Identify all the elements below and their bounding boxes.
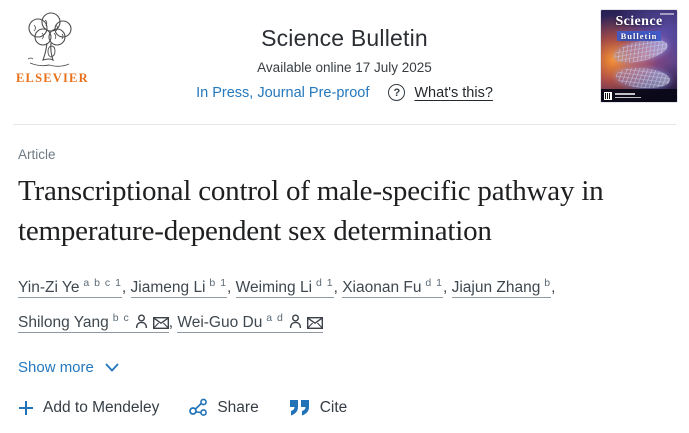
in-press-link[interactable]: In Press, Journal Pre-proof (196, 84, 370, 101)
cite-button[interactable]: Cite (289, 398, 348, 417)
author-separator: , (442, 279, 452, 297)
header-divider (13, 124, 676, 125)
author-affiliation-sup: d 1 (421, 277, 443, 289)
show-more-label: Show more (18, 359, 94, 377)
elsevier-logo[interactable]: ELSEVIER (16, 12, 88, 86)
cover-journal-name: Science Bulletin (615, 14, 663, 41)
author-separator: , (227, 279, 236, 297)
question-mark-icon[interactable]: ? (388, 84, 406, 101)
mail-icon[interactable] (152, 317, 169, 330)
share-button[interactable]: Share (189, 398, 259, 417)
cover-art-lattice (612, 65, 674, 91)
paper-title: Transcriptional control of male-specific… (18, 175, 604, 247)
author-affiliation-sup: b (540, 277, 552, 289)
elsevier-tree-icon (27, 12, 72, 67)
author-separator: , (168, 314, 178, 332)
author-link[interactable]: Wei-Guo Du a d (177, 312, 323, 334)
author-name: Jiajun Zhang (451, 279, 541, 297)
mail-icon[interactable] (306, 317, 323, 330)
author-link[interactable]: Xiaonan Fu d 1 (342, 277, 443, 299)
article-type-label: Article (18, 147, 56, 162)
author-link[interactable]: Weiming Li d 1 (235, 277, 334, 299)
cover-footer (601, 89, 677, 102)
author-name: Wei-Guo Du (177, 314, 263, 332)
author-affiliation-sup: a d (262, 312, 284, 325)
author-name: Weiming Li (235, 279, 313, 297)
author-list: Yin-Zi Ye a b c 1, Jiameng Li b 1, Weimi… (18, 268, 578, 338)
author-link[interactable]: Jiajun Zhang b (451, 277, 552, 299)
journal-cover-image[interactable]: Science Bulletin (601, 10, 677, 102)
author-name: Jiameng Li (130, 279, 206, 297)
status-row: In Press, Journal Pre-proof ? What's thi… (196, 84, 493, 101)
author-separator: , (333, 279, 343, 297)
author-affiliation-sup: d 1 (312, 277, 334, 289)
cite-label: Cite (319, 398, 348, 416)
show-more-button[interactable]: Show more (18, 359, 119, 376)
author-link[interactable]: Shilong Yang b c (18, 312, 169, 334)
author-name: Yin-Zi Ye (18, 279, 80, 297)
author-affiliation-sup: b c (108, 312, 130, 325)
chevron-down-icon (105, 363, 119, 373)
author-name: Shilong Yang (18, 314, 109, 332)
person-icon[interactable] (135, 314, 148, 329)
author-affiliation-sup: b 1 (205, 277, 228, 289)
action-bar: Add to Mendeley Share Cite (18, 398, 669, 417)
journal-header: Science Bulletin Available online 17 Jul… (88, 12, 601, 102)
plus-icon (19, 400, 33, 415)
author-name: Xiaonan Fu (342, 279, 422, 297)
share-label: Share (217, 398, 259, 416)
author-separator: , (551, 279, 556, 297)
author-separator: , (121, 279, 131, 297)
author-link[interactable]: Jiameng Li b 1 (130, 277, 228, 299)
elsevier-wordmark: ELSEVIER (16, 71, 89, 85)
share-icon (189, 398, 208, 417)
article-header: ELSEVIER Science Bulletin Available onli… (0, 0, 689, 102)
add-to-mendeley-button[interactable]: Add to Mendeley (18, 399, 159, 417)
add-to-mendeley-label: Add to Mendeley (43, 398, 160, 416)
author-affiliation-sup: a b c 1 (79, 277, 122, 289)
article-content: Article Transcriptional control of male-… (0, 125, 689, 417)
person-icon[interactable] (289, 314, 302, 329)
barcode-icon (604, 91, 612, 100)
cite-quote-icon (289, 400, 309, 416)
journal-title-link[interactable]: Science Bulletin (261, 25, 428, 51)
cover-issue-text (660, 13, 674, 15)
whats-this-link[interactable]: What's this? (414, 84, 493, 101)
available-online-text: Available online 17 July 2025 (257, 60, 432, 75)
author-link[interactable]: Yin-Zi Ye a b c 1 (18, 277, 122, 299)
